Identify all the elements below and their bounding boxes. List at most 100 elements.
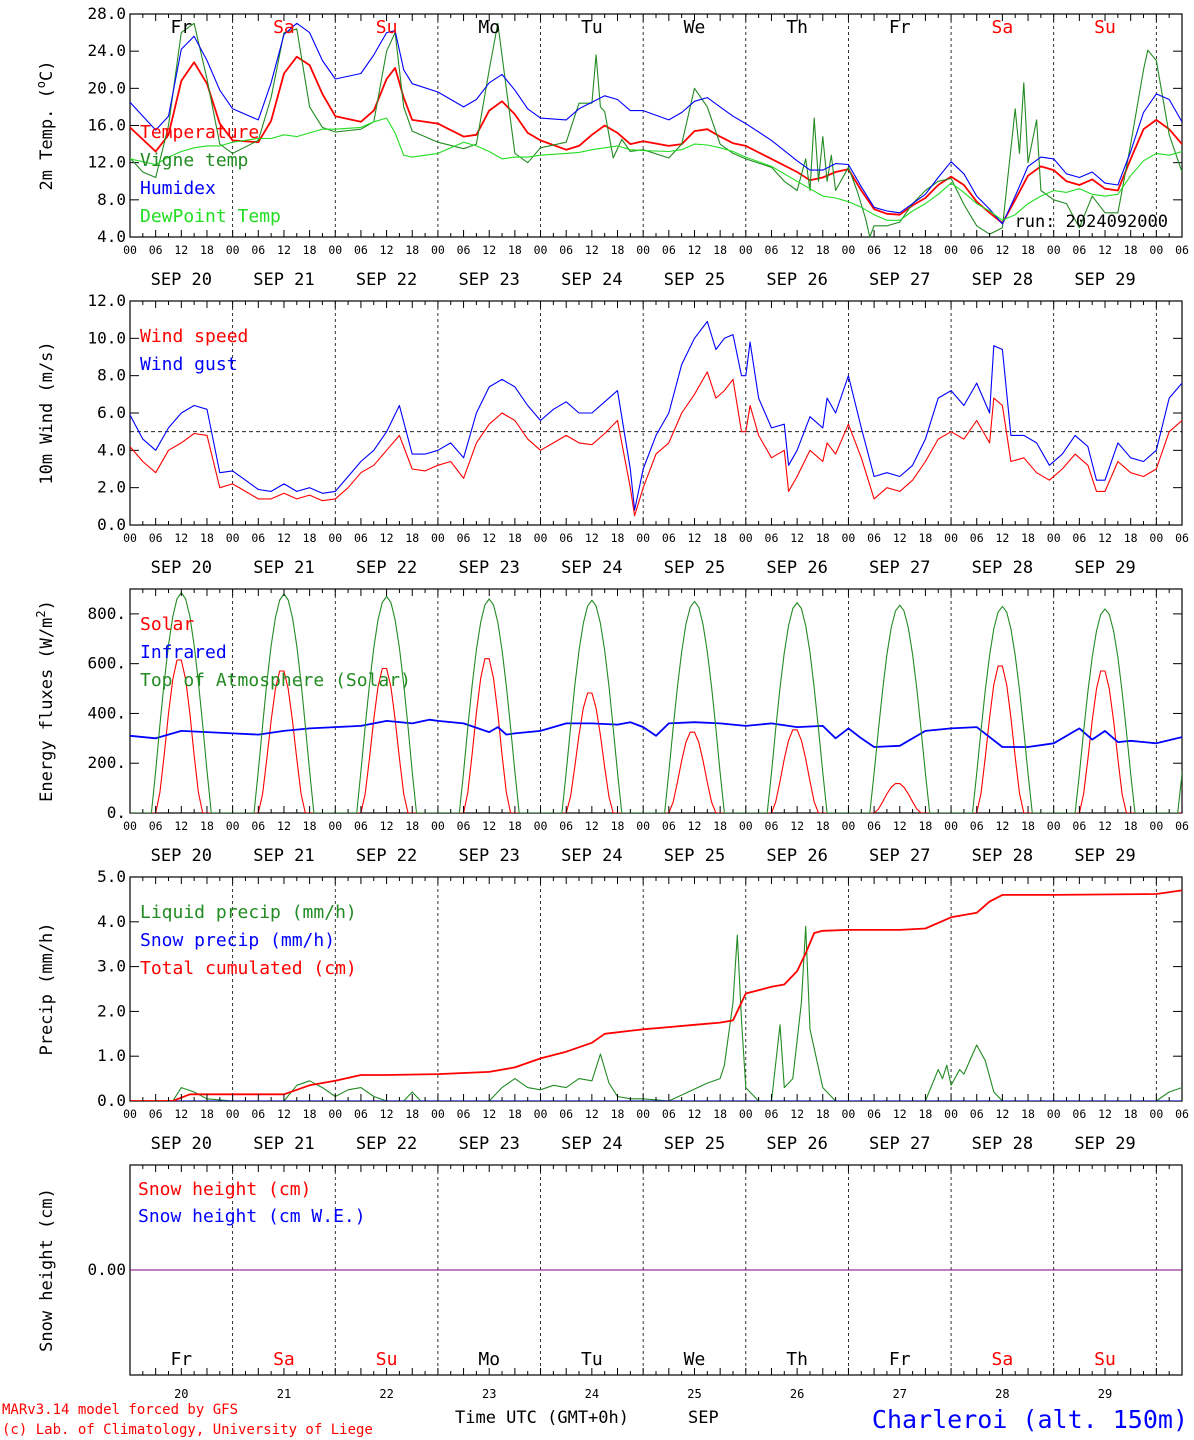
plot-frame <box>129 588 1183 814</box>
day-name-label: Su <box>1094 1349 1116 1370</box>
hour-tick-label: 06 <box>457 819 471 833</box>
y-axis-title: Precip (mm/h) <box>37 922 57 1055</box>
day-name-label: Fr <box>170 17 192 38</box>
hour-tick-label: 18 <box>405 819 419 833</box>
legend-entry: DewPoint Temp <box>140 206 281 227</box>
legend-entry: Temperature <box>140 122 259 143</box>
legend-entry: Infrared <box>140 642 227 663</box>
legend-entry: Wind speed <box>140 326 248 347</box>
date-label: SEP 22 <box>356 270 417 290</box>
hour-tick-label: 00 <box>431 819 445 833</box>
hour-tick-label: 06 <box>765 1107 779 1121</box>
date-label: SEP 26 <box>766 558 827 578</box>
month-label: SEP <box>688 1408 719 1428</box>
hour-tick-label: 12 <box>1098 531 1112 545</box>
model-credit: MARv3.14 model forced by GFS <box>2 1402 238 1418</box>
y-tick-label: 4.0 <box>97 912 126 931</box>
y-tick-label: 24.0 <box>87 41 126 60</box>
day-name-label: We <box>684 17 706 38</box>
series-line-1 <box>130 925 1182 1101</box>
hour-tick-label: 06 <box>457 1107 471 1121</box>
hour-tick-label: 18 <box>713 1107 727 1121</box>
day-name-label: Th <box>786 1349 808 1370</box>
hour-tick-label: 06 <box>867 819 881 833</box>
hour-tick-label: 00 <box>944 243 958 257</box>
hour-tick-label: 00 <box>636 531 650 545</box>
date-label: SEP 26 <box>766 846 827 866</box>
day-name-label: Sa <box>273 1349 295 1370</box>
hour-tick-label: 18 <box>1021 243 1035 257</box>
hour-tick-label: 00 <box>123 819 137 833</box>
date-label: SEP 28 <box>972 846 1033 866</box>
hour-tick-label: 00 <box>328 531 342 545</box>
day-name-label: Th <box>786 17 808 38</box>
hour-tick-label: 12 <box>893 1107 907 1121</box>
date-label: SEP 25 <box>664 558 725 578</box>
chart-panel-2: 10m Wind (m/s) 0.0 2.0 4.0 6.0 8.0 10.0 12.0 Win… <box>37 291 1189 578</box>
date-label: SEP 21 <box>253 1134 314 1154</box>
hour-tick-label: 18 <box>611 243 625 257</box>
hour-tick-label: 18 <box>200 243 214 257</box>
hour-tick-label: 06 <box>354 1107 368 1121</box>
hour-tick-label: 06 <box>765 819 779 833</box>
day-number-label: 24 <box>585 1387 599 1401</box>
legend-entry: Wind gust <box>140 354 238 375</box>
hour-tick-label: 00 <box>1149 819 1163 833</box>
hour-tick-label: 06 <box>559 819 573 833</box>
date-label: SEP 27 <box>869 846 930 866</box>
hour-tick-label: 06 <box>867 243 881 257</box>
date-label: SEP 26 <box>766 270 827 290</box>
date-label: SEP 29 <box>1074 558 1135 578</box>
hour-tick-label: 18 <box>713 243 727 257</box>
hour-tick-label: 00 <box>739 1107 753 1121</box>
day-name-label: Fr <box>889 17 911 38</box>
hour-tick-label: 06 <box>251 243 265 257</box>
hour-tick-label: 06 <box>662 1107 676 1121</box>
day-name-label: Su <box>376 1349 398 1370</box>
hour-tick-label: 18 <box>405 531 419 545</box>
hour-tick-label: 18 <box>918 819 932 833</box>
hour-tick-label: 18 <box>816 243 830 257</box>
hour-tick-label: 12 <box>688 1107 702 1121</box>
hour-tick-label: 18 <box>918 531 932 545</box>
hour-tick-label: 00 <box>1149 531 1163 545</box>
hour-tick-label: 06 <box>662 819 676 833</box>
hour-tick-label: 18 <box>713 819 727 833</box>
hour-tick-label: 06 <box>662 531 676 545</box>
hour-tick-label: 18 <box>1124 531 1138 545</box>
hour-tick-label: 18 <box>303 1107 317 1121</box>
date-label: SEP 29 <box>1074 1134 1135 1154</box>
date-label: SEP 27 <box>869 558 930 578</box>
date-label: SEP 24 <box>561 558 622 578</box>
date-label: SEP 20 <box>151 846 212 866</box>
hour-tick-label: 06 <box>559 531 573 545</box>
date-label: SEP 24 <box>561 1134 622 1154</box>
hour-tick-label: 12 <box>893 819 907 833</box>
hour-tick-label: 12 <box>174 1107 188 1121</box>
date-label: SEP 22 <box>356 846 417 866</box>
hour-tick-label: 12 <box>790 531 804 545</box>
run-label: run: 2024092000 <box>1014 212 1168 232</box>
hour-tick-label: 18 <box>303 531 317 545</box>
day-name-label: Fr <box>170 1349 192 1370</box>
hour-tick-label: 06 <box>765 243 779 257</box>
y-tick-label: 5.0 <box>97 867 126 886</box>
hour-tick-label: 18 <box>918 243 932 257</box>
y-tick-label: 6.0 <box>97 403 126 422</box>
legend-entry: Snow height (cm) <box>138 1179 311 1200</box>
day-name-label: Tu <box>581 17 603 38</box>
legend-entry: Snow height (cm W.E.) <box>138 1206 366 1227</box>
date-label: SEP 23 <box>459 846 520 866</box>
hour-tick-label: 06 <box>765 531 779 545</box>
hour-tick-label: 12 <box>688 531 702 545</box>
date-label: SEP 28 <box>972 270 1033 290</box>
hour-tick-label: 00 <box>1149 1107 1163 1121</box>
hour-tick-label: 06 <box>1175 1107 1189 1121</box>
hour-tick-label: 12 <box>995 243 1009 257</box>
hour-tick-label: 12 <box>277 531 291 545</box>
hour-tick-label: 18 <box>200 819 214 833</box>
date-label: SEP 20 <box>151 1134 212 1154</box>
series-line-2 <box>130 22 1182 237</box>
y-tick-label: 12.0 <box>87 291 126 310</box>
date-label: SEP 25 <box>664 1134 725 1154</box>
